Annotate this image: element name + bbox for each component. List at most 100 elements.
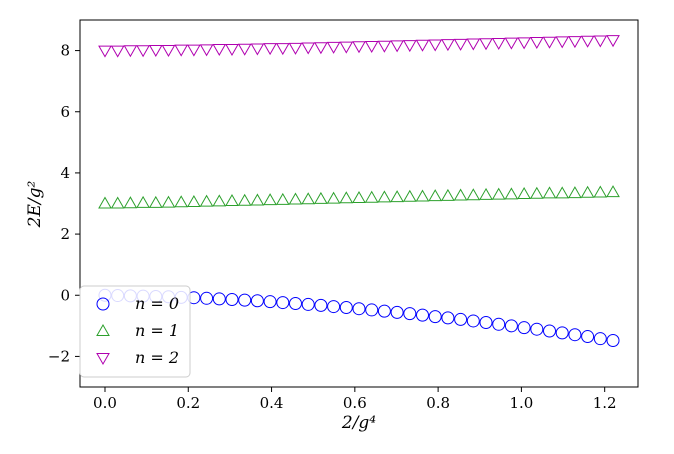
data-point: [568, 328, 582, 342]
data-point: [529, 37, 544, 50]
data-point: [542, 36, 557, 49]
data-point: [580, 185, 595, 198]
data-point: [123, 45, 138, 58]
data-point: [568, 186, 582, 199]
data-point: [504, 187, 519, 200]
x-axis: 0.0 0.2 0.4 0.6 0.8 1.0 1.2: [93, 387, 617, 412]
data-point: [466, 38, 481, 51]
data-point: [301, 297, 315, 311]
y-tick-label: 8: [60, 42, 70, 60]
data-point: [403, 307, 417, 321]
legend-marker: [96, 297, 110, 311]
y-tick-label: −2: [48, 347, 70, 365]
data-point: [365, 303, 379, 317]
data-point: [314, 42, 328, 55]
data-point: [136, 45, 150, 58]
data-point: [352, 41, 366, 54]
series-2: [98, 35, 620, 58]
data-point: [479, 187, 493, 200]
data-point: [237, 193, 252, 206]
data-point: [250, 294, 264, 308]
data-point: [606, 334, 620, 348]
y-tick-label: 6: [60, 103, 70, 121]
data-point: [441, 311, 455, 325]
data-point: [339, 300, 353, 314]
data-point: [275, 43, 290, 56]
data-point: [441, 188, 455, 201]
data-point: [543, 324, 557, 338]
data-point: [517, 187, 531, 200]
data-point: [377, 304, 391, 318]
data-point: [593, 35, 608, 48]
data-point: [580, 35, 595, 48]
data-point: [212, 194, 227, 207]
data-point: [428, 39, 443, 52]
data-point: [479, 315, 493, 329]
data-point: [568, 36, 582, 49]
data-point: [110, 45, 125, 58]
data-point: [339, 41, 354, 54]
data-point: [390, 305, 404, 319]
legend-marker: [96, 323, 110, 336]
x-tick-label: 0.6: [343, 394, 367, 412]
data-point: [352, 302, 366, 316]
data-point: [415, 189, 430, 202]
data-point: [428, 310, 442, 324]
data-point: [161, 195, 176, 208]
data-point: [174, 195, 189, 208]
data-point: [415, 39, 430, 52]
data-point: [593, 332, 607, 346]
data-point: [491, 37, 506, 50]
data-point: [98, 45, 112, 58]
data-point: [276, 296, 290, 310]
x-tick-label: 1.2: [593, 394, 617, 412]
data-point: [238, 293, 252, 307]
y-axis: −2 0 2 4 6 8: [48, 42, 80, 365]
data-point: [555, 326, 569, 340]
data-point: [123, 196, 138, 209]
x-tick-label: 0.2: [176, 394, 200, 412]
data-point: [263, 295, 277, 309]
data-point: [288, 297, 302, 311]
series-1: [98, 185, 620, 209]
data-point: [555, 36, 570, 49]
data-point: [529, 186, 544, 199]
legend-marker: [96, 353, 110, 366]
y-axis-label: 2E/g²: [25, 180, 45, 228]
data-point: [492, 317, 506, 331]
data-point: [593, 185, 608, 198]
data-point: [301, 192, 316, 205]
y-tick-label: 2: [60, 225, 70, 243]
data-point: [453, 38, 468, 51]
data-point: [199, 194, 214, 207]
data-point: [491, 187, 506, 200]
data-point: [606, 185, 620, 198]
data-point: [504, 319, 518, 333]
data-point: [364, 190, 379, 203]
legend-label: n = 0: [135, 294, 179, 313]
data-point: [187, 44, 201, 57]
data-point: [148, 195, 163, 208]
x-axis-label: 2/g⁴: [341, 413, 376, 433]
data-point: [199, 44, 214, 57]
data-point: [377, 40, 392, 53]
data-point: [517, 321, 531, 335]
data-point: [402, 189, 417, 202]
data-point: [263, 43, 277, 56]
data-point: [174, 44, 189, 57]
data-point: [454, 312, 468, 326]
data-point: [237, 43, 252, 56]
data-point: [314, 298, 328, 312]
data-point: [416, 308, 430, 322]
data-point: [390, 190, 404, 203]
data-point: [428, 189, 443, 202]
legend: n = 0 n = 1 n = 2: [79, 285, 191, 378]
data-point: [225, 293, 239, 307]
data-point: [364, 40, 379, 54]
data-point: [187, 194, 201, 207]
data-point: [263, 193, 277, 206]
x-tick-label: 0.0: [93, 394, 117, 412]
data-point: [148, 44, 163, 57]
